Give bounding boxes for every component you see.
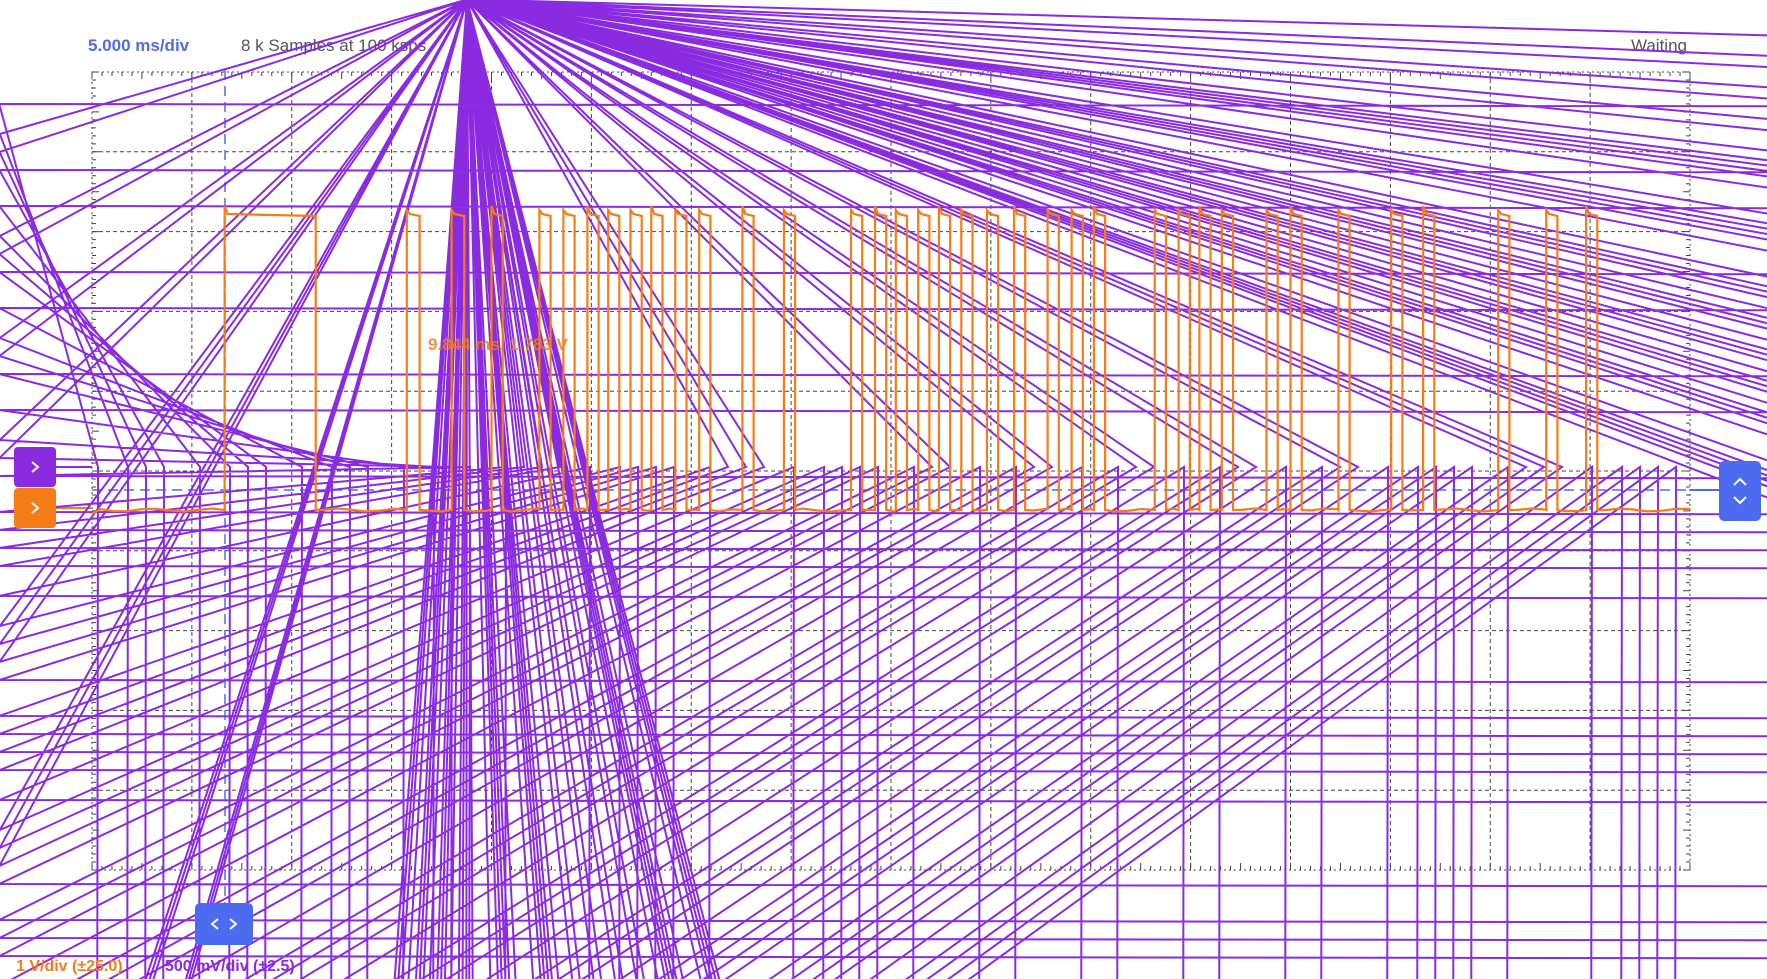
trigger-position-handle[interactable] bbox=[195, 903, 253, 945]
chevron-up-icon bbox=[1731, 476, 1749, 488]
cursor-readout: 9.844 ms, 1.783 V bbox=[428, 335, 568, 355]
trigger-level-handle[interactable] bbox=[1719, 461, 1761, 521]
chevron-down-icon bbox=[1731, 494, 1749, 506]
purple-channel-button[interactable] bbox=[14, 447, 56, 487]
orange-channel-button[interactable] bbox=[14, 488, 56, 528]
orange-channel-scale: 1 V/div (±25.0) bbox=[16, 958, 123, 976]
chevron-right-icon bbox=[27, 459, 43, 475]
chevron-right-icon bbox=[27, 500, 43, 516]
chevron-left-right-icon bbox=[207, 916, 241, 932]
purple-channel-scale: 500 mV/div (±2.5) bbox=[165, 958, 295, 976]
